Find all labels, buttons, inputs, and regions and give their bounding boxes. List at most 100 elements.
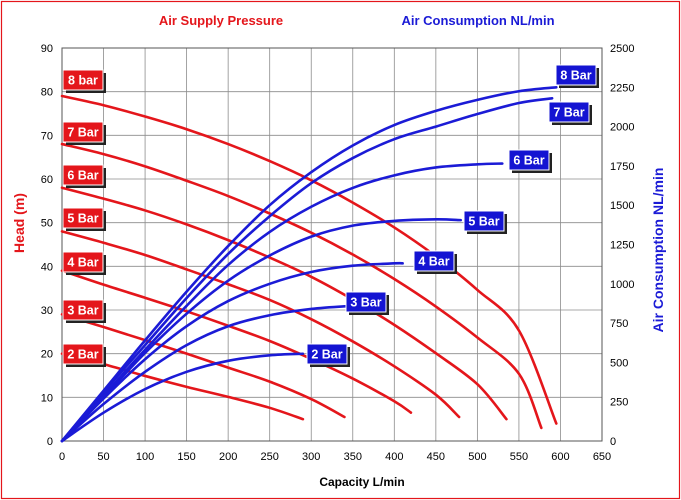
series-labels: 2 Bar 3 Bar 4 Bar 5 Bar 6 Bar 7 Bar 8 bar 2 Bar… <box>62 64 599 367</box>
x-tick-label: 450 <box>427 451 445 463</box>
head-curve-4-bar <box>60 269 413 414</box>
head-label-6-bar: 6 Bar <box>62 164 106 188</box>
y-right-axis-ticks: 0 250 500 750 1000 1250 1500 1750 2000 2250 2500 <box>610 43 634 448</box>
head-label-7-bar: 7 Bar <box>62 121 106 145</box>
head-label-5-bar-box <box>62 207 104 229</box>
y-left-tick-label: 10 <box>41 392 53 404</box>
head-label-7-bar-text: 7 Bar <box>67 126 98 140</box>
x-tick-label: 100 <box>136 451 154 463</box>
head-label-6-bar-text: 6 Bar <box>67 169 98 183</box>
y-right-axis-title: Air Consumption NL/min <box>650 168 666 333</box>
y-right-tick-label: 750 <box>610 318 628 330</box>
x-tick-label: 50 <box>97 451 109 463</box>
y-left-axis-title: Head (m) <box>11 193 27 253</box>
air-curve-4-bar <box>60 261 404 443</box>
air-label-5-bar-text: 5 Bar <box>468 215 499 229</box>
air-label-4-bar-text: 4 Bar <box>418 255 449 269</box>
head-label-5-bar: 5 Bar <box>62 207 106 231</box>
air-label-3-bar: 3 Bar <box>345 291 389 315</box>
title-air-supply-pressure: Air Supply Pressure <box>159 13 283 28</box>
x-tick-label: 300 <box>302 451 320 463</box>
x-tick-label: 150 <box>177 451 195 463</box>
head-curve-6-bar <box>60 186 508 421</box>
air-consumption-curves <box>60 86 558 443</box>
air-label-2-bar: 2 Bar <box>306 343 350 367</box>
x-tick-label: 500 <box>468 451 486 463</box>
head-label-3-bar-box <box>62 299 104 321</box>
head-curve-7-bar <box>60 142 543 430</box>
air-label-8-bar-text: 8 Bar <box>560 69 591 83</box>
air-curve-5-bar <box>60 218 463 443</box>
y-right-tick-label: 1500 <box>610 200 634 212</box>
head-label-8-bar: 8 bar <box>62 69 106 93</box>
head-label-3-bar: 3 Bar <box>62 299 106 323</box>
air-label-6-bar-box <box>508 149 550 171</box>
x-tick-label: 200 <box>219 451 237 463</box>
air-curve-6-bar <box>60 162 504 443</box>
head-label-2-bar: 2 Bar <box>62 343 106 367</box>
air-curve-7-bar <box>60 97 554 443</box>
air-label-3-bar-box <box>345 291 387 313</box>
air-label-6-bar: 6 Bar <box>508 149 552 173</box>
y-left-tick-label: 90 <box>41 43 53 55</box>
head-curve-5-bar <box>60 230 461 419</box>
y-right-tick-label: 2250 <box>610 82 634 94</box>
air-curve-8-bar <box>60 86 558 443</box>
y-right-tick-label: 2000 <box>610 122 634 134</box>
air-label-2-bar-box <box>306 343 348 365</box>
head-label-5-bar-text: 5 Bar <box>67 212 98 226</box>
y-left-axis-ticks: 0 10 20 30 40 50 60 70 80 90 <box>41 43 53 448</box>
head-curve-3-bar <box>60 313 346 419</box>
y-right-tick-label: 250 <box>610 397 628 409</box>
air-label-7-bar-text: 7 Bar <box>553 106 584 120</box>
head-label-4-bar: 4 Bar <box>62 251 106 275</box>
head-label-8-bar-box <box>62 69 104 91</box>
head-label-4-bar-text: 4 Bar <box>67 256 98 270</box>
y-right-tick-label: 0 <box>610 436 616 448</box>
head-label-7-bar-box <box>62 121 104 143</box>
x-tick-label: 600 <box>551 451 569 463</box>
x-tick-label: 250 <box>261 451 279 463</box>
head-label-2-bar-text: 2 Bar <box>67 348 98 362</box>
y-left-tick-label: 40 <box>41 261 53 273</box>
x-tick-label: 0 <box>59 451 65 463</box>
y-left-tick-label: 20 <box>41 349 53 361</box>
air-label-4-bar-box <box>413 250 455 272</box>
air-label-2-bar-text: 2 Bar <box>311 348 342 362</box>
head-label-4-bar-box <box>62 251 104 273</box>
x-tick-label: 650 <box>593 451 611 463</box>
y-right-tick-label: 2500 <box>610 43 634 55</box>
x-tick-label: 350 <box>344 451 362 463</box>
air-curve-2-bar <box>60 352 305 443</box>
x-axis-ticks: 0 50 100 150 200 250 300 350 400 450 500 550 600 650 <box>59 451 611 463</box>
air-label-7-bar: 7 Bar <box>548 101 592 125</box>
y-right-tick-label: 1750 <box>610 161 634 173</box>
head-label-2-bar-box <box>62 343 104 365</box>
y-right-tick-label: 1000 <box>610 279 634 291</box>
air-label-4-bar: 4 Bar <box>413 250 457 274</box>
x-axis-title: Capacity L/min <box>319 475 404 489</box>
y-left-tick-label: 50 <box>41 218 53 230</box>
y-right-tick-label: 500 <box>610 357 628 369</box>
air-label-8-bar-box <box>555 64 597 86</box>
air-label-6-bar-text: 6 Bar <box>513 154 544 168</box>
y-left-tick-label: 0 <box>47 436 53 448</box>
plot-area-border <box>61 47 603 442</box>
grid <box>61 47 603 442</box>
title-air-consumption: Air Consumption NL/min <box>401 13 554 28</box>
y-right-tick-label: 1250 <box>610 240 634 252</box>
air-label-5-bar-box <box>463 210 505 232</box>
y-left-tick-label: 70 <box>41 130 53 142</box>
y-left-tick-label: 30 <box>41 305 53 317</box>
air-curve-3-bar <box>60 304 355 443</box>
y-left-tick-label: 60 <box>41 174 53 186</box>
x-tick-label: 550 <box>510 451 528 463</box>
head-label-3-bar-text: 3 Bar <box>67 304 98 318</box>
air-label-5-bar: 5 Bar <box>463 210 507 234</box>
head-label-6-bar-box <box>62 164 104 186</box>
head-label-8-bar-text: 8 bar <box>68 74 98 88</box>
x-tick-label: 400 <box>385 451 403 463</box>
y-left-tick-label: 80 <box>41 87 53 99</box>
